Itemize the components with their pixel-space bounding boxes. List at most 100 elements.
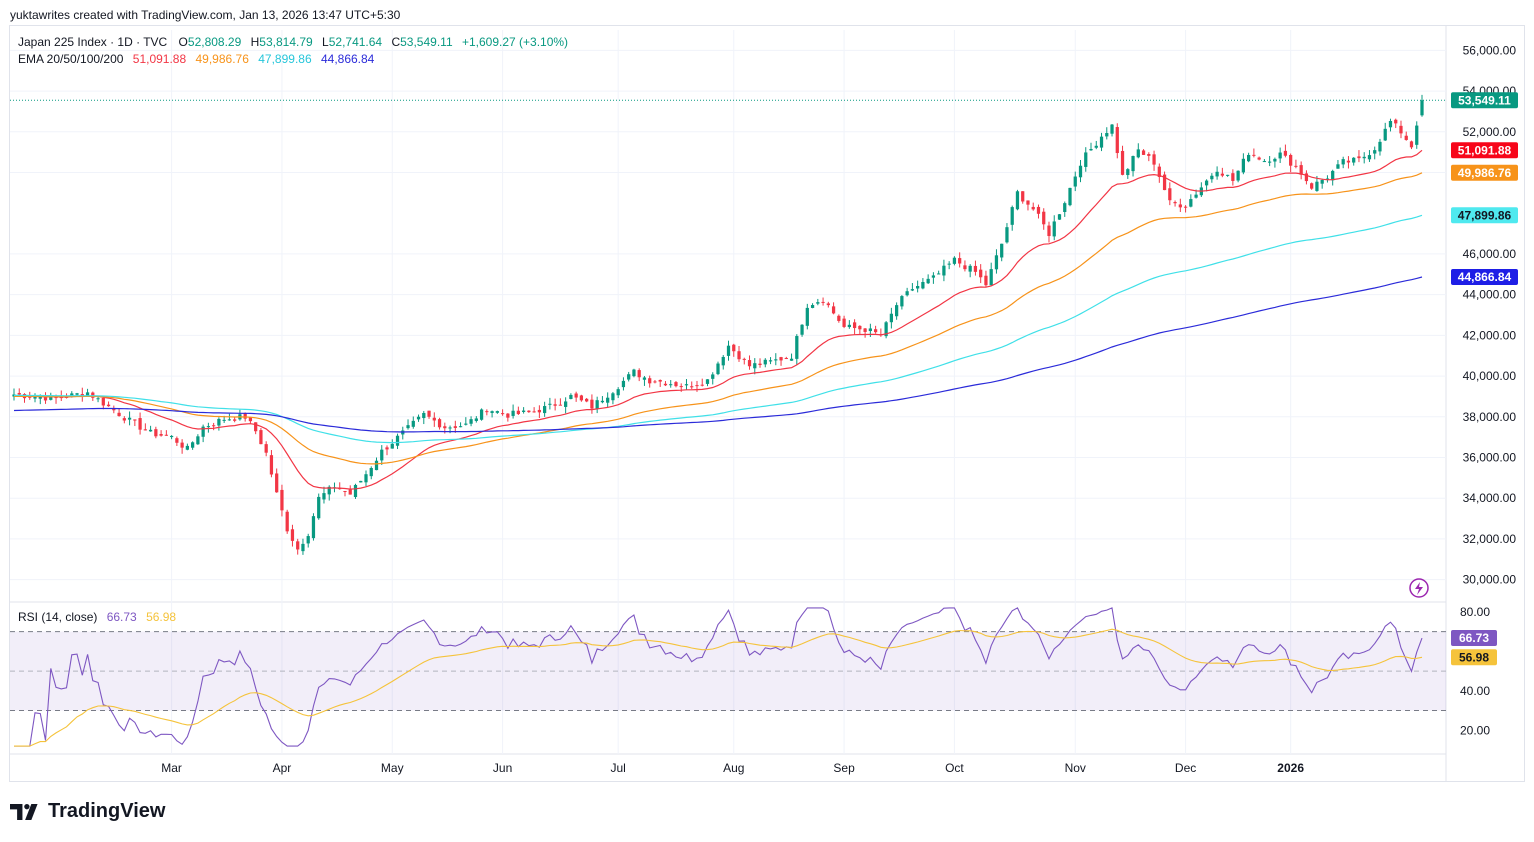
price-legend: Japan 225 Index · 1D · TVC O52,808.29 H5… <box>18 35 570 49</box>
candle-body <box>1210 175 1214 180</box>
candle <box>847 320 851 329</box>
candle <box>1189 194 1193 208</box>
candle <box>758 358 762 368</box>
candle-body <box>842 318 846 327</box>
ema-legend: EMA 20/50/100/200 51,091.88 49,986.76 47… <box>18 52 376 66</box>
candle <box>1089 142 1093 151</box>
candle-body <box>553 404 557 406</box>
candle <box>506 413 510 422</box>
candle <box>196 434 200 445</box>
candle <box>169 435 174 440</box>
price-tag-label: 47,899.86 <box>1458 208 1512 222</box>
candle-body <box>259 430 263 445</box>
candle <box>322 486 326 504</box>
candle-body <box>1268 161 1272 163</box>
candle-body <box>663 383 668 386</box>
candle-body <box>1294 165 1298 167</box>
attribution: yuktawrites created with TradingView.com… <box>10 8 401 22</box>
candle-body <box>979 269 983 278</box>
candle-body <box>1310 183 1314 189</box>
ema-label: EMA 20/50/100/200 <box>18 52 124 66</box>
low-label: L <box>322 35 329 49</box>
candle-body <box>1383 128 1387 141</box>
candle <box>889 307 893 329</box>
candle <box>1367 150 1372 162</box>
y-tick-label: 34,000.00 <box>1463 491 1517 505</box>
candle <box>1378 138 1382 156</box>
x-tick-label: 2026 <box>1277 761 1304 775</box>
candle <box>1178 198 1182 212</box>
candle-body <box>427 410 431 417</box>
candle-body <box>1000 243 1004 258</box>
candle-body <box>1404 135 1408 140</box>
candle-body <box>768 360 773 362</box>
y-tick-label: 44,000.00 <box>1463 288 1517 302</box>
rsi-line <box>14 607 1423 747</box>
candle-body <box>469 419 473 424</box>
candle-body <box>233 419 237 421</box>
candle-body <box>1289 154 1293 166</box>
candle-body <box>616 389 620 396</box>
candle <box>1000 243 1004 262</box>
candle-body <box>569 394 573 399</box>
tradingview-brand: TradingView <box>10 800 165 823</box>
candle <box>1383 122 1387 141</box>
candle <box>1388 118 1393 132</box>
candle-body <box>422 412 426 419</box>
candle-body <box>1420 100 1424 116</box>
candle-body <box>206 426 211 428</box>
candle <box>931 272 936 284</box>
candle <box>595 396 599 414</box>
candle-body <box>1399 125 1403 134</box>
candle <box>1115 123 1119 159</box>
candle <box>621 377 626 391</box>
candle <box>627 371 631 382</box>
ema200-line <box>13 276 1423 433</box>
candle <box>427 410 431 419</box>
candle <box>831 302 836 315</box>
candle-body <box>543 406 547 414</box>
candle-body <box>1352 157 1356 163</box>
candle <box>784 356 788 360</box>
candle <box>1252 148 1256 158</box>
candle <box>1010 205 1014 231</box>
candle <box>112 405 116 414</box>
candle <box>810 303 815 309</box>
candle-body <box>17 392 21 395</box>
open-value: 52,808.29 <box>187 35 242 49</box>
candle <box>1052 215 1056 241</box>
candle-body <box>106 404 111 407</box>
candle <box>432 412 436 427</box>
candle-body <box>500 413 505 415</box>
ema50-line <box>13 172 1423 465</box>
candle-body <box>464 423 468 425</box>
ema20-price-tag: 51,091.88 <box>1451 142 1518 159</box>
rsi-tag-bg <box>1451 649 1497 666</box>
candle-body <box>1220 173 1224 176</box>
candle <box>96 396 100 403</box>
ema100-value: 47,899.86 <box>258 52 312 66</box>
candle <box>1126 168 1130 179</box>
rsi-tag-label: 66.73 <box>1459 631 1489 645</box>
candle <box>637 368 641 382</box>
candle-body <box>148 429 153 432</box>
brand-name: TradingView <box>48 800 166 822</box>
candle-body <box>1283 150 1288 156</box>
candle-body <box>947 263 951 265</box>
candle-body <box>1021 191 1025 202</box>
candle <box>1120 145 1125 176</box>
candle <box>700 378 704 387</box>
candle <box>705 379 710 387</box>
candle <box>674 380 678 388</box>
candle <box>543 401 547 417</box>
candle-body <box>884 322 888 337</box>
ema100-price-tag: 47,899.86 <box>1451 207 1518 224</box>
candle <box>490 410 494 418</box>
rsi-tick-label: 40.00 <box>1460 684 1490 698</box>
candle <box>1099 132 1104 152</box>
candle-body <box>837 315 841 321</box>
candle-body <box>637 370 641 378</box>
candle <box>805 303 809 330</box>
candle-body <box>942 265 946 276</box>
